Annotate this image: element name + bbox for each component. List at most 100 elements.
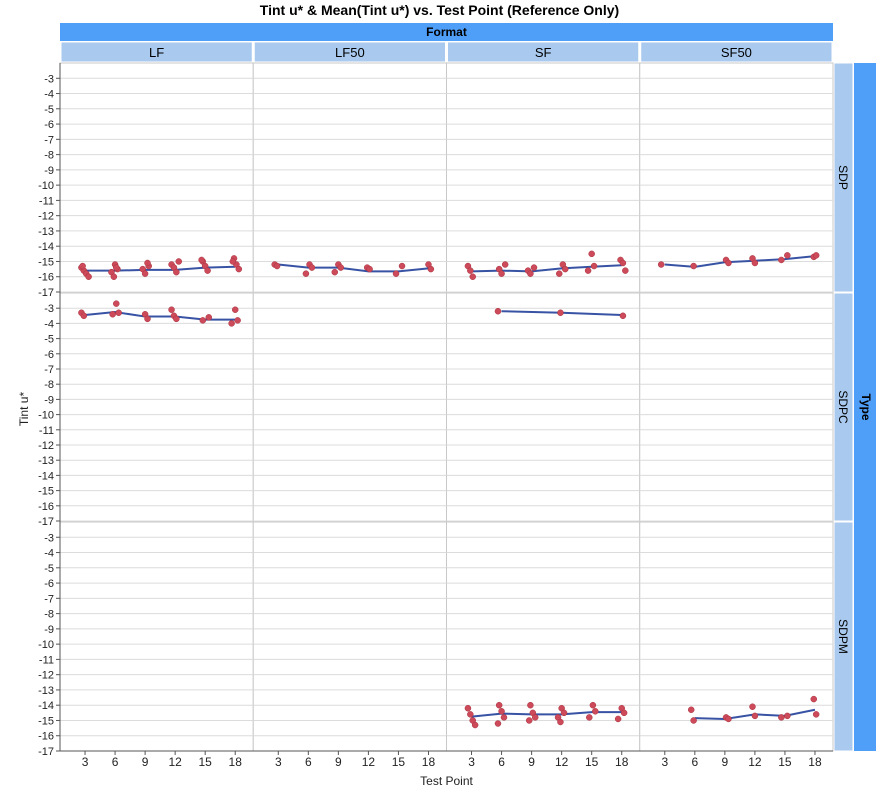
data-point (398, 262, 406, 270)
data-point (471, 721, 479, 729)
panel-frame (252, 521, 447, 752)
data-point (229, 258, 237, 265)
data-point (337, 264, 345, 271)
data-point (500, 714, 508, 721)
y-tick-label: -6 (44, 119, 54, 131)
data-point (584, 267, 592, 274)
data-point (812, 252, 820, 259)
type-header-label: Type (859, 393, 873, 420)
data-point (467, 267, 474, 274)
data-point (784, 712, 791, 720)
y-tick-label: -5 (44, 334, 54, 346)
x-tick-label: 9 (528, 755, 535, 769)
column-strip (60, 41, 253, 63)
data-point (273, 262, 281, 270)
panel-frame (59, 521, 254, 752)
y-tick-label: -10 (38, 180, 54, 192)
y-tick-label: -14 (38, 241, 54, 253)
y-tick-label: -4 (44, 318, 54, 330)
data-point (141, 270, 149, 277)
x-tick-label: 3 (468, 755, 475, 769)
y-tick-label: -16 (38, 501, 54, 513)
data-point (204, 267, 211, 274)
data-point (366, 265, 373, 273)
column-strip-label: LF (149, 45, 164, 60)
y-tick-label: -14 (38, 470, 54, 482)
y-tick-label: -9 (44, 165, 54, 177)
panel-frame (252, 292, 447, 522)
panel-frame (252, 62, 447, 293)
y-tick-label: -7 (44, 593, 54, 605)
y-tick-label: -8 (44, 609, 54, 621)
y-tick-label: -17 (38, 516, 54, 528)
data-point (494, 720, 502, 727)
data-point (557, 309, 564, 317)
panel-frame (446, 62, 641, 293)
y-tick-label: -4 (44, 89, 54, 101)
y-tick-label: -5 (44, 104, 54, 116)
panel-frame (446, 292, 641, 522)
data-point (725, 259, 732, 267)
y-tick-label: -10 (38, 410, 54, 422)
x-tick-label: 6 (691, 755, 698, 769)
y-tick-label: -13 (38, 455, 54, 467)
data-point (586, 714, 593, 721)
data-point (589, 701, 597, 709)
column-strip (640, 41, 833, 63)
data-point (592, 708, 599, 715)
data-point (110, 273, 118, 280)
data-point (810, 695, 818, 703)
type-header-bar (854, 63, 876, 751)
y-tick-label: -8 (44, 150, 54, 162)
x-tick-label: 12 (362, 755, 376, 769)
y-tick-label: -11 (39, 195, 54, 207)
y-tick-label: -3 (44, 303, 54, 315)
data-point (530, 264, 538, 271)
chart-title: Tint u* & Mean(Tint u*) vs. Test Point (… (259, 2, 620, 18)
column-strip-label: SF (535, 45, 552, 60)
data-point (620, 709, 628, 717)
data-point (555, 270, 563, 277)
column-strip-label: SF50 (721, 45, 752, 60)
data-point (467, 711, 474, 718)
x-tick-label: 6 (112, 755, 119, 769)
data-point (115, 309, 122, 317)
data-point (228, 320, 235, 327)
data-point (175, 258, 182, 265)
y-tick-label: -12 (38, 440, 54, 452)
data-point (392, 270, 400, 277)
data-point (590, 262, 598, 270)
data-point (144, 259, 151, 267)
y-tick-label: -15 (38, 486, 54, 498)
mean-line (278, 263, 429, 273)
data-point (308, 264, 316, 271)
data-point (619, 259, 627, 267)
data-point (109, 311, 116, 318)
data-point (531, 714, 539, 721)
y-tick-label: -5 (44, 563, 54, 575)
data-point (464, 705, 472, 712)
format-header-label: Format (426, 25, 467, 39)
x-tick-label: 6 (498, 755, 505, 769)
y-tick-label: -12 (38, 211, 54, 223)
x-tick-label: 18 (808, 755, 822, 769)
panel-frame (59, 62, 254, 293)
y-tick-label: -12 (38, 670, 54, 682)
data-point (778, 256, 785, 264)
y-tick-label: -6 (44, 349, 54, 361)
x-tick-label: 15 (585, 755, 599, 769)
data-point (560, 709, 568, 717)
data-point (427, 265, 435, 273)
data-point (79, 262, 86, 270)
data-point (498, 270, 505, 277)
y-tick-label: -16 (38, 272, 54, 284)
data-point (113, 300, 120, 307)
row-strip (833, 62, 854, 293)
data-point (751, 259, 759, 267)
y-tick-label: -17 (38, 287, 54, 299)
x-tick-label: 6 (305, 755, 312, 769)
x-tick-label: 18 (422, 755, 436, 769)
data-point (614, 715, 622, 723)
x-axis-label: Test Point (420, 774, 473, 788)
